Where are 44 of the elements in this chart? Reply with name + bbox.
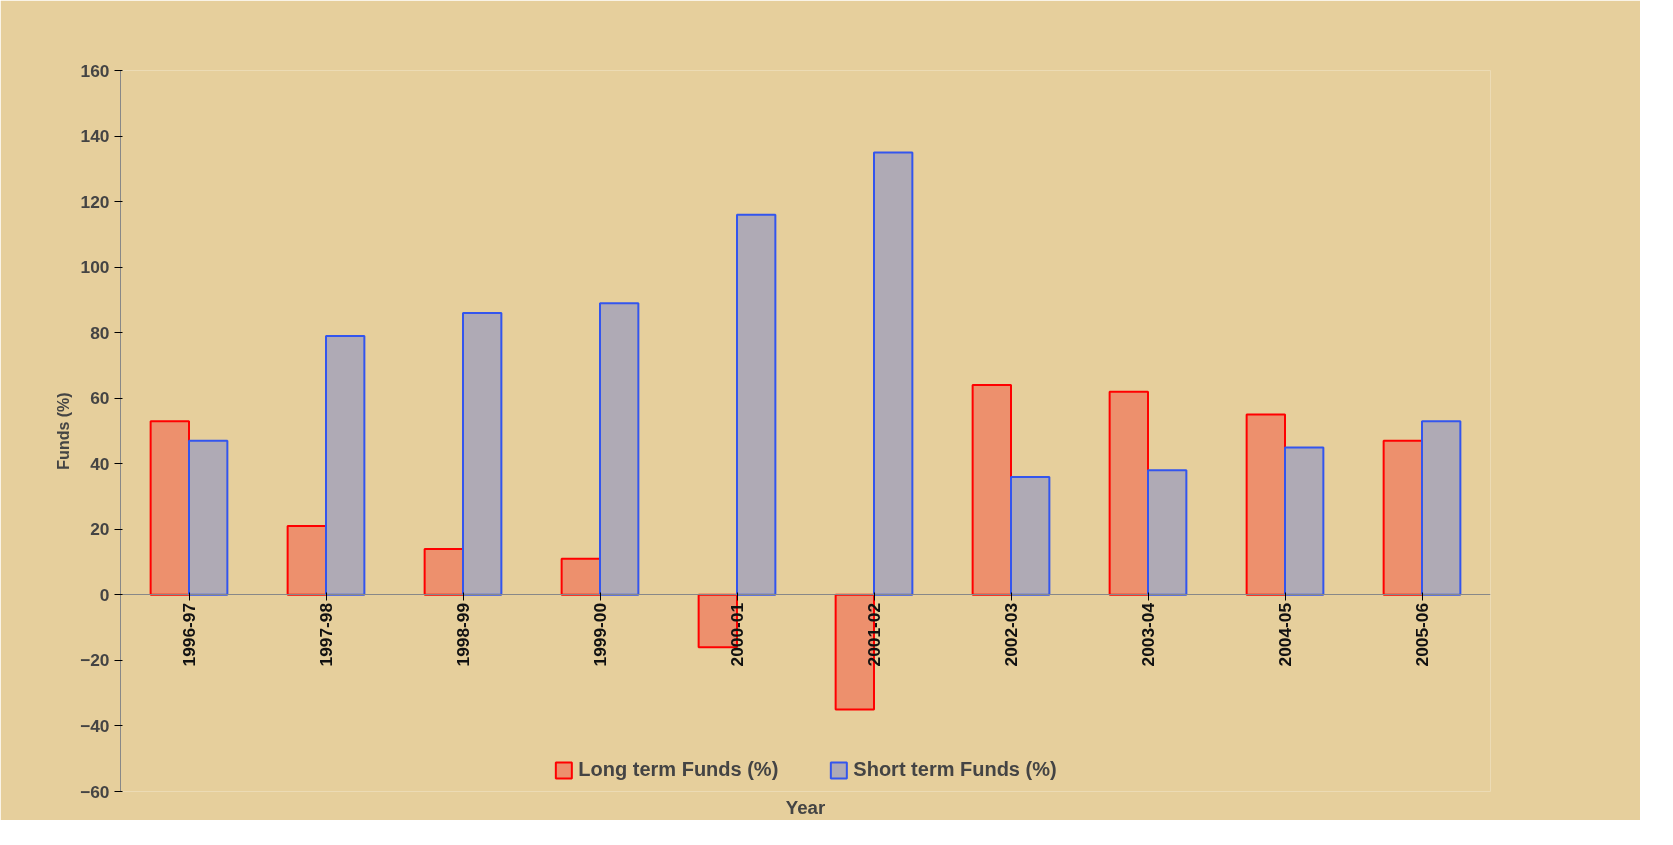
bar bbox=[1245, 413, 1286, 596]
bar bbox=[1147, 469, 1188, 596]
y-tick-label: 0 bbox=[99, 584, 110, 605]
bar bbox=[1010, 475, 1051, 596]
x-tick-label: 2004-05 bbox=[1275, 602, 1295, 667]
bar bbox=[188, 439, 229, 596]
y-tick-label: 60 bbox=[90, 388, 110, 409]
x-tick-label: 1997-98 bbox=[316, 602, 336, 667]
bar bbox=[1108, 390, 1149, 596]
x-tick-label: 2001-02 bbox=[864, 602, 884, 667]
y-tick-label: 20 bbox=[90, 519, 110, 540]
bar bbox=[286, 525, 327, 596]
bar bbox=[971, 384, 1012, 596]
bar bbox=[560, 557, 601, 596]
bar bbox=[1421, 420, 1462, 596]
bar bbox=[599, 302, 640, 596]
bar bbox=[423, 547, 464, 596]
x-tick-label: 1999-00 bbox=[590, 602, 610, 667]
bar bbox=[1382, 439, 1423, 596]
y-tick-label: 120 bbox=[80, 191, 110, 212]
x-tick-label: 2000-01 bbox=[727, 602, 747, 667]
y-tick-label: 140 bbox=[80, 126, 110, 147]
bar bbox=[325, 334, 366, 596]
bar bbox=[736, 213, 777, 596]
legend-label: Long term Funds (%) bbox=[578, 758, 779, 781]
y-tick-label: −60 bbox=[80, 781, 110, 802]
x-tick-label: 2003-04 bbox=[1138, 602, 1158, 667]
bar bbox=[1284, 446, 1325, 596]
bar bbox=[873, 151, 914, 596]
bar bbox=[462, 312, 503, 596]
y-tick-label: 160 bbox=[80, 60, 110, 81]
x-axis-title: Year bbox=[785, 796, 826, 818]
y-tick-label: −20 bbox=[80, 650, 110, 671]
y-tick-label: 40 bbox=[90, 453, 110, 474]
x-tick-label: 2005-06 bbox=[1412, 602, 1432, 667]
x-tick-label: 2002-03 bbox=[1001, 602, 1021, 667]
y-tick-label: −40 bbox=[80, 715, 110, 736]
y-axis-title: Funds (%) bbox=[55, 392, 73, 470]
y-tick-label: 80 bbox=[90, 322, 110, 343]
bar bbox=[149, 420, 190, 596]
x-tick-label: 1996-97 bbox=[179, 602, 199, 667]
x-tick-label: 1998-99 bbox=[453, 602, 473, 667]
legend-label: Short term Funds (%) bbox=[853, 758, 1057, 781]
y-tick-label: 100 bbox=[80, 257, 110, 278]
